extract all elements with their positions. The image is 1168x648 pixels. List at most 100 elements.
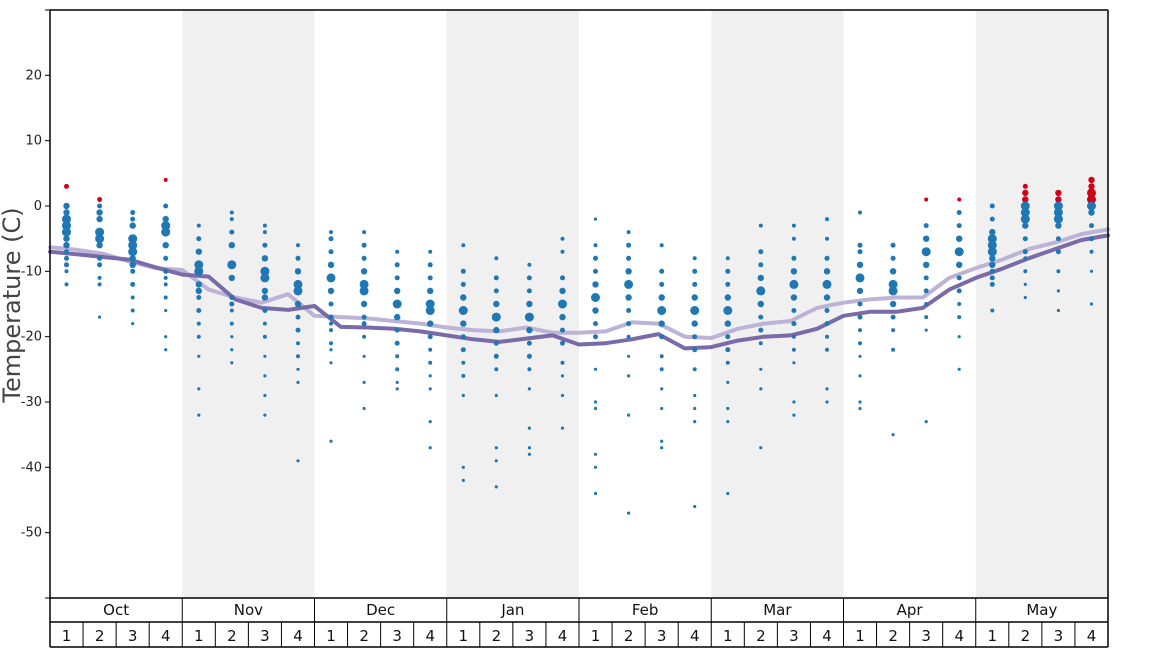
data-point [130, 308, 135, 313]
week-label: 3 [260, 627, 270, 645]
data-point [824, 321, 830, 327]
data-point [888, 279, 898, 289]
data-point [64, 262, 69, 268]
data-point [858, 374, 862, 378]
data-point [758, 223, 763, 228]
data-point [428, 420, 432, 424]
data-point [627, 354, 631, 358]
week-label: 4 [293, 627, 303, 645]
data-point [924, 420, 928, 424]
data-point [560, 275, 565, 281]
data-point [197, 413, 201, 417]
data-point [891, 433, 895, 437]
data-point [129, 261, 136, 268]
data-point [791, 347, 796, 352]
data-point [857, 249, 863, 255]
data-point [1020, 201, 1030, 211]
series-line-1 [48, 227, 1110, 340]
week-label: 3 [1054, 627, 1064, 645]
data-point [790, 268, 798, 275]
data-point [262, 321, 267, 326]
data-point [1088, 176, 1095, 184]
data-point [592, 281, 599, 288]
data-point [328, 249, 334, 255]
data-point [857, 242, 863, 248]
data-point [692, 334, 698, 340]
data-point [326, 273, 336, 283]
data-point [956, 223, 962, 229]
data-point [1089, 302, 1094, 306]
data-point [1055, 222, 1062, 229]
data-point [130, 216, 136, 222]
data-point [957, 335, 961, 339]
data-point [989, 281, 995, 287]
data-point [97, 262, 103, 268]
data-point [660, 406, 664, 411]
data-point [296, 380, 300, 384]
data-point [458, 306, 468, 315]
data-point [627, 413, 631, 417]
data-point [1022, 189, 1029, 197]
data-point [293, 286, 303, 296]
data-point [527, 367, 532, 372]
data-point [329, 341, 333, 346]
data-point [294, 268, 302, 275]
data-point [229, 210, 234, 215]
data-point [526, 353, 532, 359]
data-point [1089, 249, 1094, 254]
data-point [1055, 189, 1062, 197]
data-point [494, 367, 499, 372]
data-point [395, 380, 399, 384]
data-point [163, 282, 168, 287]
data-point [329, 321, 333, 326]
data-point [328, 314, 334, 320]
data-point [428, 249, 433, 254]
data-point [329, 230, 333, 235]
data-point [690, 306, 700, 315]
data-point [526, 300, 533, 308]
data-point [858, 400, 862, 404]
data-point [97, 197, 103, 202]
data-point [791, 321, 797, 327]
data-point [624, 279, 634, 289]
data-point [229, 217, 234, 222]
data-point [1020, 208, 1030, 217]
data-point [460, 294, 467, 301]
week-label: 1 [855, 627, 865, 645]
data-point [856, 261, 864, 268]
data-point [726, 406, 730, 411]
data-point [295, 327, 301, 333]
data-point [989, 203, 995, 209]
data-point [460, 334, 466, 340]
data-point [360, 268, 368, 275]
data-point [62, 214, 71, 224]
month-label-apr: Apr [897, 601, 924, 619]
data-point [329, 439, 333, 443]
data-point [989, 255, 996, 262]
data-point [494, 485, 498, 489]
data-point [891, 328, 896, 333]
data-point [825, 334, 829, 339]
data-point [163, 295, 168, 300]
data-point [428, 387, 432, 391]
data-point [956, 210, 962, 215]
data-point [163, 203, 169, 209]
y-tick-label: 20 [25, 68, 42, 83]
data-point [1023, 295, 1027, 300]
data-point [660, 439, 664, 443]
week-label: 3 [789, 627, 799, 645]
data-point [923, 235, 930, 242]
y-tick-label: -40 [21, 460, 42, 475]
data-point [924, 315, 929, 320]
data-point [954, 247, 964, 257]
data-point [693, 504, 697, 509]
data-point [855, 273, 865, 283]
week-label: 1 [194, 627, 204, 645]
data-point [494, 459, 498, 463]
data-point [725, 268, 731, 274]
month-label-dec: Dec [366, 601, 395, 619]
data-point [261, 287, 269, 295]
data-point [197, 354, 201, 358]
data-point [1022, 249, 1028, 255]
data-point [460, 320, 467, 327]
